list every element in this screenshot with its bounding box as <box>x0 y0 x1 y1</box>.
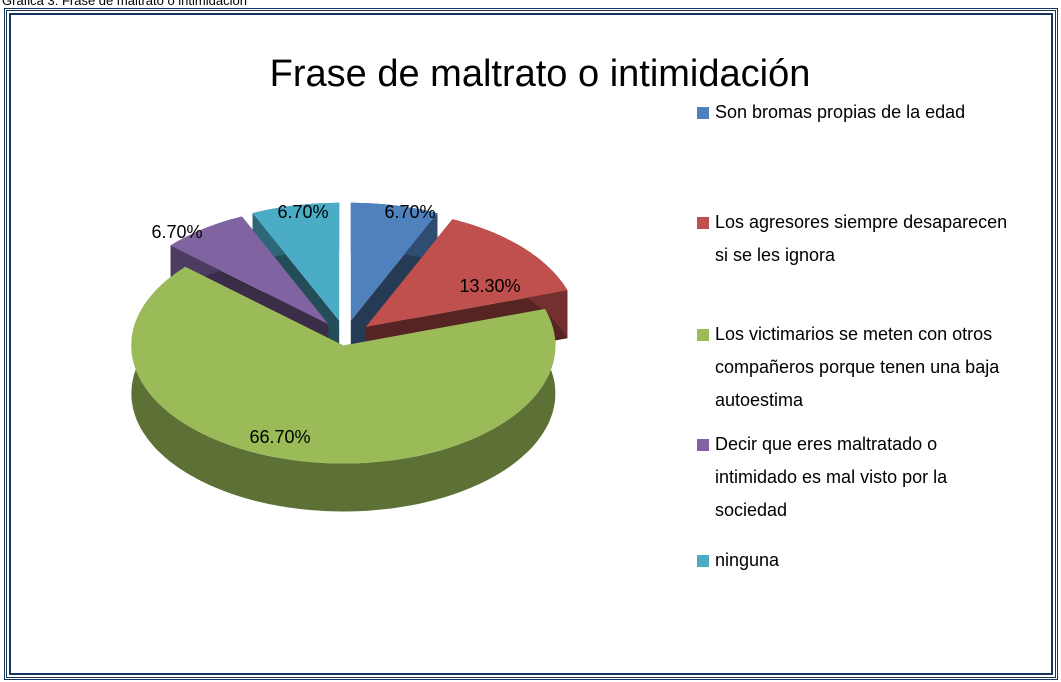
legend-swatch <box>697 439 709 451</box>
legend-item: ninguna <box>697 544 1017 577</box>
caption: Gráfica 3: Frase de maltrato o intimidac… <box>2 0 247 8</box>
data-label: 6.70% <box>384 202 435 222</box>
data-label: 13.30% <box>459 276 520 296</box>
chart-frame <box>4 8 1058 680</box>
legend-swatch <box>697 107 709 119</box>
data-label: 6.70% <box>151 222 202 242</box>
legend-label: Los agresores siempre desaparecen si se … <box>715 212 1008 265</box>
data-label: 66.70% <box>249 427 310 447</box>
legend-label: Los victimarios se meten con otros compa… <box>715 324 1000 410</box>
slice <box>350 202 438 321</box>
legend-swatch <box>697 329 709 341</box>
legend-item: Son bromas propias de la edad <box>697 96 1017 129</box>
legend-label: ninguna <box>715 550 780 570</box>
slice <box>170 216 329 325</box>
legend-swatch <box>697 555 709 567</box>
legend-label: Son bromas propias de la edad <box>715 102 966 122</box>
chart-title: Frase de maltrato o intimidación <box>270 53 811 95</box>
legend-item: Los victimarios se meten con otros compa… <box>697 318 1017 417</box>
slice <box>131 266 556 464</box>
data-label: 6.70% <box>277 202 328 222</box>
slice <box>365 219 568 327</box>
slice <box>252 202 340 321</box>
slice-side <box>131 266 556 512</box>
legend-item: Decir que eres maltratado o intimidado e… <box>697 428 1017 527</box>
legend-item: Los agresores siempre desaparecen si se … <box>697 206 1017 272</box>
legend-label: Decir que eres maltratado o intimidado e… <box>715 434 948 520</box>
legend-swatch <box>697 217 709 229</box>
